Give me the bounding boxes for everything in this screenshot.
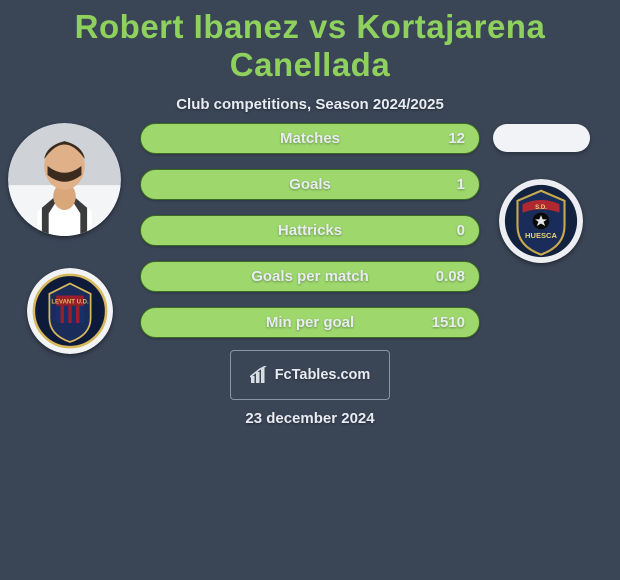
- date-text: 23 december 2024: [0, 410, 620, 427]
- svg-text:HUESCA: HUESCA: [525, 231, 557, 240]
- avatar-left-graphic: [8, 123, 121, 236]
- club-badge-left: LEVANT U.D.: [27, 268, 113, 354]
- stat-value-right: 0: [457, 222, 465, 239]
- chart-icon: [250, 366, 270, 384]
- club-badge-right: S.D. HUESCA: [499, 179, 583, 263]
- brand-text: FcTables.com: [275, 367, 371, 383]
- stat-value-right: 1: [457, 176, 465, 193]
- svg-text:LEVANT U.D.: LEVANT U.D.: [51, 299, 89, 305]
- player-right-placeholder: [493, 124, 590, 152]
- badge-left-graphic: LEVANT U.D.: [27, 268, 113, 354]
- stat-label: Goals per match: [251, 268, 369, 285]
- stat-row: Min per goal 1510: [140, 307, 480, 338]
- stat-value-right: 12: [448, 130, 465, 147]
- stat-row: Matches 12: [140, 123, 480, 154]
- player-left-avatar: [8, 123, 121, 236]
- stat-label: Min per goal: [266, 314, 354, 331]
- stats-container: Matches 12 Goals 1 Hattricks 0 Goals per match…: [140, 123, 480, 353]
- page-title: Robert Ibanez vs Kortajarena Canellada: [0, 0, 620, 84]
- badge-right-graphic: S.D. HUESCA: [499, 179, 583, 263]
- subtitle: Club competitions, Season 2024/2025: [0, 96, 620, 113]
- stat-label: Hattricks: [278, 222, 342, 239]
- stat-row: Goals per match 0.08: [140, 261, 480, 292]
- stat-label: Matches: [280, 130, 340, 147]
- stat-value-right: 0.08: [436, 268, 465, 285]
- stat-row: Hattricks 0: [140, 215, 480, 246]
- stat-value-right: 1510: [432, 314, 465, 331]
- stat-label: Goals: [289, 176, 331, 193]
- svg-text:S.D.: S.D.: [535, 205, 547, 211]
- brand-box[interactable]: FcTables.com: [230, 350, 390, 400]
- stat-row: Goals 1: [140, 169, 480, 200]
